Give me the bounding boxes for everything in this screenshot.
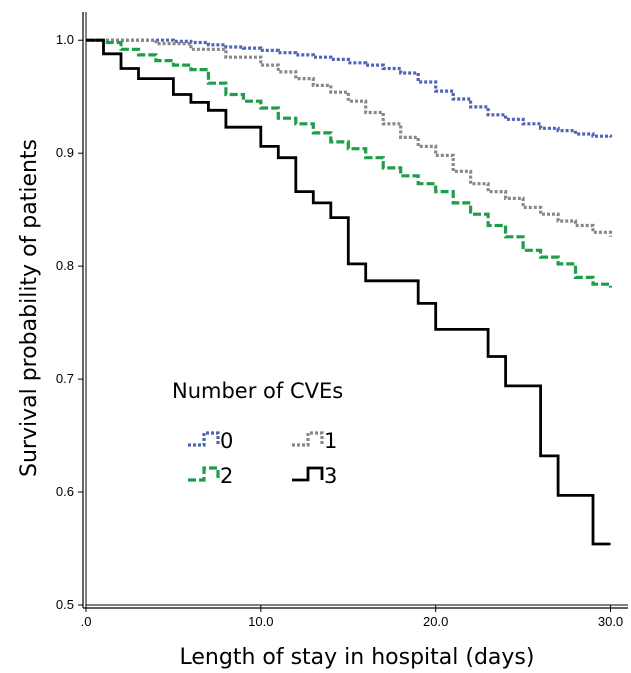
x-tick-label: .0	[81, 614, 92, 629]
x-ticks: .0 10.0 20.0 30.0	[81, 605, 623, 629]
x-tick-label: 20.0	[423, 614, 448, 629]
legend-swatch-1	[292, 431, 324, 447]
y-ticks: 0.5 0.6 0.7 0.8 0.9 1.0	[56, 32, 83, 612]
legend-label-1: 1	[324, 429, 337, 453]
series-line-1	[86, 38, 613, 237]
x-tick-label: 10.0	[248, 614, 273, 629]
x-tick-label: 30.0	[598, 614, 623, 629]
series-line-3	[86, 38, 611, 546]
legend-label-3: 3	[324, 464, 337, 488]
x-axis-title: Length of stay in hospital (days)	[180, 645, 535, 670]
y-tick-label: 0.8	[56, 258, 74, 273]
legend-swatch-2	[188, 466, 220, 482]
y-tick-label: 0.9	[56, 145, 74, 160]
legend-swatch-3	[292, 466, 324, 482]
legend: Number of CVEs 0 1 2 3	[172, 379, 343, 488]
y-axis-title: Survival probability of patients	[17, 139, 42, 477]
series-line-0	[86, 38, 613, 138]
series-line-2	[86, 38, 613, 288]
y-tick-label: 0.5	[56, 597, 74, 612]
y-tick-label: 0.7	[56, 371, 74, 386]
legend-swatch-0	[188, 431, 220, 447]
y-tick-label: 0.6	[56, 484, 74, 499]
legend-title: Number of CVEs	[172, 379, 343, 403]
legend-label-2: 2	[220, 464, 233, 488]
series-layer	[86, 38, 613, 546]
axes	[82, 12, 628, 609]
legend-label-0: 0	[220, 429, 233, 453]
y-tick-label: 1.0	[56, 32, 74, 47]
legend-items: 0 1 2 3	[188, 429, 337, 488]
